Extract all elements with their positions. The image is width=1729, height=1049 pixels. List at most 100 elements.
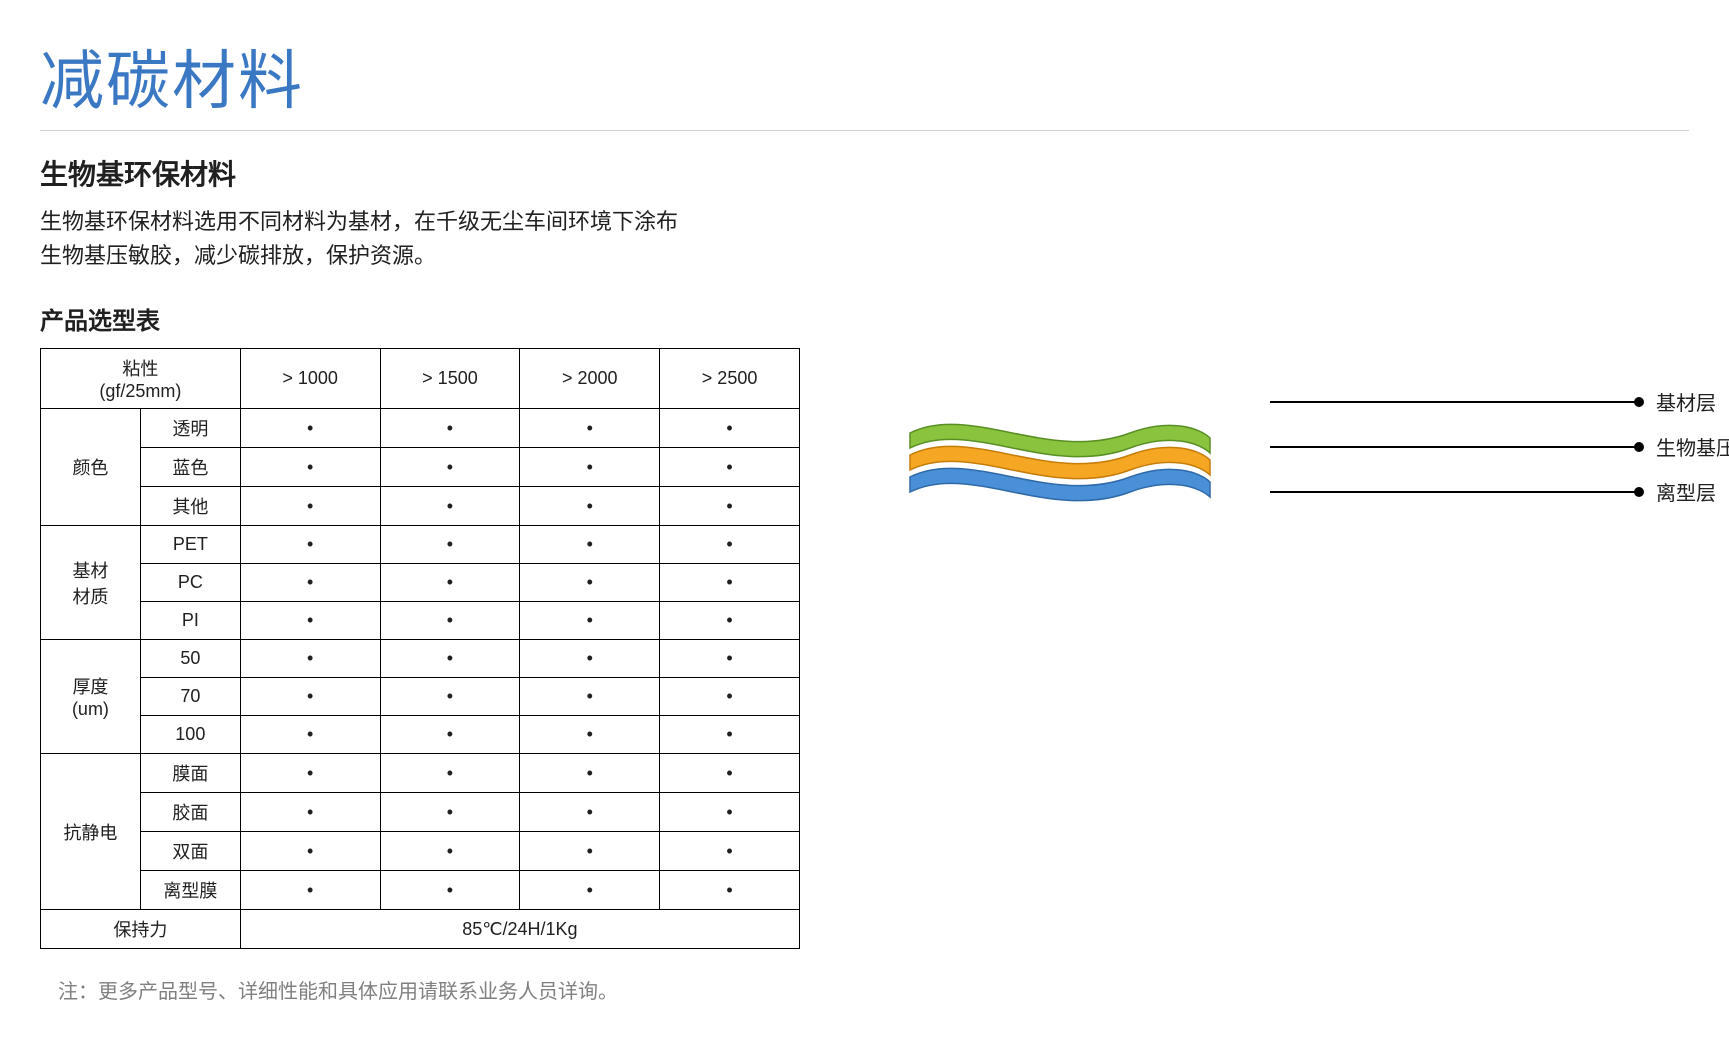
table-cell: • — [240, 793, 380, 832]
table-sub-label: 膜面 — [140, 754, 240, 793]
legend-row: 生物基压敏胶 — [1270, 432, 1729, 461]
table-row: 蓝色•••• — [41, 448, 800, 487]
table-cell: • — [240, 448, 380, 487]
table-cell: • — [660, 793, 800, 832]
legend-row: 离型层 — [1270, 477, 1729, 506]
table-column-header: > 1500 — [380, 349, 520, 409]
table-row: 其他•••• — [41, 487, 800, 526]
table-cell: • — [660, 871, 800, 910]
table-group-label: 厚度(um) — [41, 640, 141, 754]
table-cell: • — [660, 409, 800, 448]
table-row: 基材材质PET•••• — [41, 526, 800, 564]
table-cell: • — [520, 793, 660, 832]
table-cell: • — [380, 448, 520, 487]
table-sub-label: 透明 — [140, 409, 240, 448]
table-cell: • — [380, 409, 520, 448]
table-cell: • — [380, 526, 520, 564]
table-cell: • — [380, 832, 520, 871]
table-row: 100•••• — [41, 716, 800, 754]
legend-leader-line — [1270, 446, 1640, 448]
section-subtitle: 生物基环保材料 — [40, 153, 800, 193]
section-description: 生物基环保材料选用不同材料为基材，在千级无尘车间环境下涂布 生物基压敏胶，减少碳… — [40, 205, 800, 273]
table-cell: • — [520, 754, 660, 793]
table-sub-label: PC — [140, 564, 240, 602]
page-title: 减碳材料 — [40, 30, 1689, 122]
legend-label: 生物基压敏胶 — [1656, 432, 1729, 461]
legend-row: 基材层 — [1270, 387, 1729, 416]
table-sub-label: 50 — [140, 640, 240, 678]
layer-diagram: 基材层生物基压敏胶离型层 — [890, 383, 1729, 563]
table-cell: • — [380, 602, 520, 640]
table-cell: • — [240, 602, 380, 640]
table-cell: • — [240, 832, 380, 871]
product-selection-table: 粘性(gf/25mm)> 1000> 1500> 2000> 2500颜色透明•… — [40, 348, 800, 949]
table-column-header: > 2500 — [660, 349, 800, 409]
table-cell: • — [660, 640, 800, 678]
table-cell: • — [380, 678, 520, 716]
table-cell: • — [380, 716, 520, 754]
table-cell: • — [380, 793, 520, 832]
table-cell: • — [240, 871, 380, 910]
table-cell: • — [520, 832, 660, 871]
table-group-label: 抗静电 — [41, 754, 141, 910]
table-header-label: 粘性(gf/25mm) — [41, 349, 241, 409]
table-footnote: 注：更多产品型号、详细性能和具体应用请联系业务人员详询。 — [40, 975, 800, 1004]
desc-line-1: 生物基环保材料选用不同材料为基材，在千级无尘车间环境下涂布 — [40, 209, 678, 234]
table-sub-label: 100 — [140, 716, 240, 754]
table-cell: • — [660, 678, 800, 716]
table-row: 胶面•••• — [41, 793, 800, 832]
table-cell: • — [240, 487, 380, 526]
table-sub-label: 双面 — [140, 832, 240, 871]
table-cell: • — [520, 526, 660, 564]
table-sub-label: 其他 — [140, 487, 240, 526]
table-row: 70•••• — [41, 678, 800, 716]
table-sub-label: 70 — [140, 678, 240, 716]
table-cell: • — [660, 564, 800, 602]
table-cell: • — [660, 716, 800, 754]
table-column-header: > 1000 — [240, 349, 380, 409]
layer-legend: 基材层生物基压敏胶离型层 — [1270, 383, 1729, 522]
table-sub-label: 离型膜 — [140, 871, 240, 910]
table-cell: • — [380, 754, 520, 793]
table-sub-label: PET — [140, 526, 240, 564]
table-row: 颜色透明•••• — [41, 409, 800, 448]
table-cell: • — [380, 871, 520, 910]
table-cell: • — [520, 678, 660, 716]
table-cell: • — [520, 871, 660, 910]
table-title: 产品选型表 — [40, 301, 800, 336]
table-cell: • — [240, 678, 380, 716]
table-cell: • — [520, 448, 660, 487]
table-cell: • — [660, 526, 800, 564]
layers-illustration — [890, 383, 1230, 563]
table-row: 离型膜•••• — [41, 871, 800, 910]
table-group-label: 基材材质 — [41, 526, 141, 640]
table-cell: • — [380, 640, 520, 678]
table-cell: • — [660, 448, 800, 487]
table-row: 双面•••• — [41, 832, 800, 871]
legend-leader-line — [1270, 491, 1640, 493]
table-cell: • — [660, 602, 800, 640]
table-cell: • — [660, 832, 800, 871]
table-cell: • — [520, 602, 660, 640]
table-cell: • — [660, 754, 800, 793]
title-divider — [40, 130, 1689, 131]
table-cell: • — [520, 564, 660, 602]
legend-label: 基材层 — [1656, 387, 1716, 416]
legend-leader-line — [1270, 401, 1640, 403]
table-cell: • — [520, 487, 660, 526]
table-column-header: > 2000 — [520, 349, 660, 409]
table-sub-label: PI — [140, 602, 240, 640]
table-cell: • — [240, 754, 380, 793]
table-cell: • — [520, 409, 660, 448]
table-cell: • — [660, 487, 800, 526]
table-row: 厚度(um)50•••• — [41, 640, 800, 678]
table-group-label: 颜色 — [41, 409, 141, 526]
table-row: 抗静电膜面•••• — [41, 754, 800, 793]
table-cell: • — [240, 640, 380, 678]
table-cell: • — [240, 716, 380, 754]
table-footer-value: 85℃/24H/1Kg — [240, 910, 799, 949]
table-cell: • — [240, 526, 380, 564]
table-cell: • — [240, 409, 380, 448]
table-row: PI•••• — [41, 602, 800, 640]
legend-label: 离型层 — [1656, 477, 1716, 506]
